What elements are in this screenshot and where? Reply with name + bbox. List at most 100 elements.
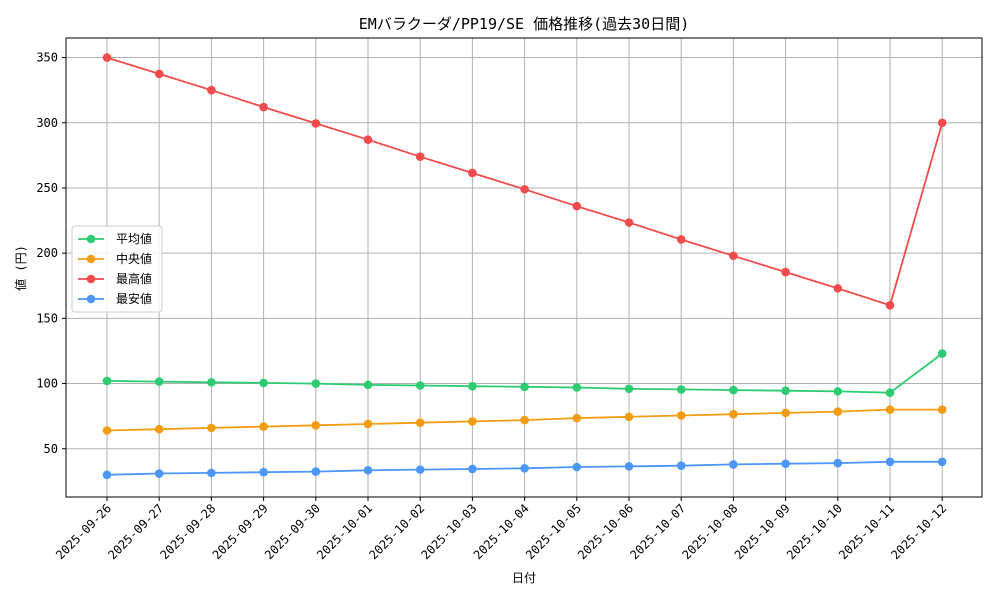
data-point [676, 385, 686, 394]
data-point [885, 388, 895, 397]
legend-swatch-marker [86, 254, 96, 264]
data-point [363, 380, 373, 390]
data-point [572, 383, 582, 392]
data-point [154, 469, 164, 478]
legend-label: 平均値 [116, 231, 152, 246]
legend-label: 最安値 [116, 291, 152, 306]
data-point [781, 386, 790, 396]
data-point [676, 461, 686, 471]
data-point [781, 459, 790, 469]
x-axis-label: 日付 [512, 571, 536, 585]
data-point [833, 284, 843, 293]
data-point [207, 423, 216, 433]
data-point [572, 413, 582, 423]
data-point [363, 465, 373, 475]
data-point [729, 251, 738, 261]
data-point [311, 119, 321, 128]
data-point [885, 405, 895, 414]
legend-item: 平均値 [78, 231, 152, 246]
data-point [154, 424, 164, 434]
series-0 [102, 349, 947, 397]
data-point [102, 376, 112, 386]
data-point [259, 102, 268, 112]
grid [66, 38, 982, 497]
data-point [415, 418, 425, 427]
data-point [624, 384, 634, 394]
data-point [833, 407, 843, 416]
y-tick-label: 50 [44, 442, 58, 456]
data-point [154, 69, 164, 79]
data-point [311, 467, 321, 476]
data-point [311, 420, 321, 430]
data-point [363, 419, 373, 429]
data-point [624, 412, 634, 422]
data-point [259, 422, 268, 431]
data-point [468, 464, 477, 474]
data-point [833, 458, 843, 468]
data-point [937, 457, 947, 467]
legend-item: 最安値 [78, 291, 152, 306]
data-point [311, 379, 321, 388]
data-point [937, 405, 947, 414]
legend-label: 中央値 [116, 251, 152, 266]
data-point [207, 85, 216, 95]
data-point [937, 349, 947, 358]
data-point [468, 417, 477, 426]
data-point [624, 218, 634, 227]
data-point [154, 377, 164, 386]
data-point [729, 385, 738, 395]
chart-title: EMバラクーダ/PP19/SE 価格推移(過去30日間) [359, 15, 689, 33]
data-point [415, 152, 425, 161]
data-point [833, 387, 843, 396]
data-point [415, 465, 425, 474]
data-point [259, 378, 268, 388]
data-point [572, 201, 582, 211]
y-tick-label: 100 [36, 377, 58, 391]
legend-item: 最高値 [78, 271, 152, 286]
legend-label: 最高値 [116, 271, 152, 286]
data-point [624, 462, 634, 471]
data-point [520, 464, 529, 473]
data-point [468, 168, 477, 178]
data-point [207, 468, 216, 478]
data-point [102, 426, 112, 435]
data-point [520, 415, 529, 425]
y-axis-label: 値 (円) [13, 245, 28, 291]
y-tick-label: 200 [36, 246, 58, 260]
series-1 [102, 405, 947, 435]
data-point [781, 408, 790, 418]
legend-swatch-marker [86, 294, 96, 304]
legend-swatch-marker [86, 234, 96, 244]
data-point [363, 135, 373, 145]
series-lines [102, 53, 947, 480]
data-point [520, 382, 529, 392]
series-3 [102, 457, 947, 480]
data-point [885, 457, 895, 467]
data-point [729, 460, 738, 469]
plot-frame [65, 37, 983, 498]
legend-box [71, 225, 163, 313]
data-point [102, 53, 112, 62]
y-tick-label: 250 [36, 181, 58, 195]
y-tick-label: 150 [36, 311, 58, 325]
y-tick-label: 350 [36, 51, 58, 65]
y-tick-label: 300 [36, 116, 58, 130]
data-point [781, 267, 790, 277]
data-point [259, 467, 268, 477]
data-point [468, 381, 477, 391]
data-point [207, 377, 216, 387]
data-point [729, 409, 738, 419]
data-point [102, 470, 112, 480]
series-2 [102, 53, 947, 310]
data-point [937, 118, 947, 128]
y-axis-ticks: 50 100 150 200 250 300 350 [36, 51, 66, 456]
legend-swatch-marker [86, 274, 96, 284]
legend-item: 中央値 [78, 251, 152, 266]
data-point [572, 462, 582, 472]
data-point [676, 411, 686, 420]
data-point [415, 381, 425, 390]
data-point [520, 184, 529, 194]
data-point [676, 235, 686, 244]
